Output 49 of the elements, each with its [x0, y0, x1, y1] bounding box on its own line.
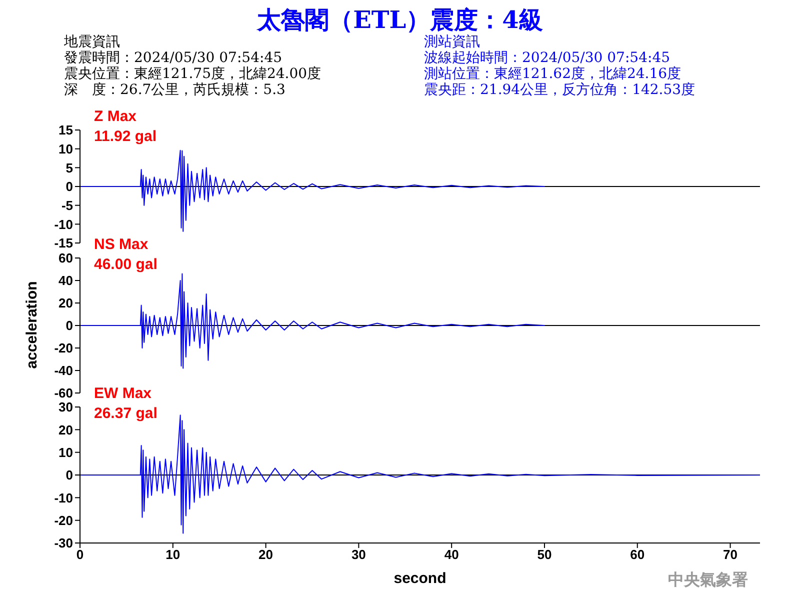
chart-title: 太魯閣（ETL）震度：4級: [257, 5, 543, 34]
x-tick-label: 70: [723, 547, 738, 562]
text: 中央氣象署: [668, 570, 748, 591]
text: 震央距：21.94公里，反方位角：142.53度: [424, 82, 696, 98]
y-tick-label: -10: [54, 216, 73, 232]
y-tick-label: 0: [66, 318, 73, 334]
annotation: 11.92 gal: [94, 128, 157, 146]
text: 深 度：26.7公里，芮氏規模：5.3: [64, 82, 286, 98]
y-tick-label: 30: [58, 400, 73, 415]
y-tick-label: 10: [58, 444, 73, 460]
annotation: 26.37 gal: [94, 405, 158, 423]
x-tick-label: 30: [351, 547, 366, 562]
annotation: 46.00 gal: [94, 256, 158, 274]
y-tick-label: -15: [54, 236, 73, 251]
text: 震央位置：東經121.75度，北緯24.00度: [64, 66, 322, 82]
y-tick-label: -20: [54, 512, 73, 528]
y-tick-label: -20: [54, 340, 73, 356]
y-tick-label: -30: [54, 536, 73, 551]
y-tick-label: 40: [58, 273, 73, 288]
annotation: NS Max: [94, 236, 148, 254]
x-axis-title: second: [394, 570, 446, 587]
x-tick-label: 40: [444, 547, 459, 562]
text: 地震資訊: [64, 34, 120, 50]
text: 波線起始時間：2024/05/30 07:54:45: [424, 50, 670, 66]
y-axis-title: acceleration: [24, 281, 40, 369]
x-tick-label: 50: [537, 547, 552, 562]
y-tick-label: 15: [58, 122, 73, 138]
y-tick-label: 20: [58, 422, 73, 438]
text: 測站資訊: [424, 34, 480, 50]
y-tick-label: 0: [66, 468, 73, 483]
y-tick-label: -5: [61, 198, 73, 213]
y-tick-label: -40: [54, 363, 73, 378]
line-series: [80, 150, 545, 232]
text: 測站位置：東經121.62度，北緯24.16度: [424, 66, 682, 82]
annotation: EW Max: [94, 385, 152, 403]
y-tick-label: 5: [66, 160, 73, 176]
y-tick-label: 20: [58, 296, 73, 311]
text: 發震時間：2024/05/30 07:54:45: [64, 50, 282, 66]
x-tick-label: 60: [630, 547, 645, 562]
line-series: [80, 273, 545, 369]
y-tick-label: 60: [58, 250, 73, 266]
y-tick-label: 0: [66, 179, 73, 194]
text: Z Max: [94, 108, 137, 126]
x-tick-label: 10: [166, 547, 180, 562]
y-tick-label: 10: [58, 141, 73, 156]
y-tick-label: -60: [54, 386, 73, 401]
x-tick-label: 0: [76, 547, 84, 562]
x-tick-label: 20: [258, 547, 274, 562]
y-tick-label: -10: [54, 490, 73, 506]
